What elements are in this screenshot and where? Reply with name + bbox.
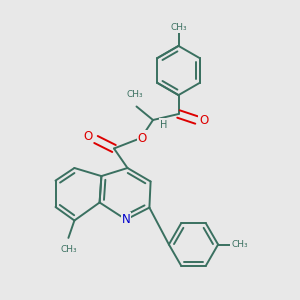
Text: CH₃: CH₃ <box>170 22 187 32</box>
Text: O: O <box>83 130 92 143</box>
Text: CH₃: CH₃ <box>231 240 248 249</box>
Text: CH₃: CH₃ <box>127 90 143 99</box>
Text: O: O <box>200 113 208 127</box>
Text: H: H <box>160 119 167 130</box>
Text: CH₃: CH₃ <box>60 245 77 254</box>
Text: O: O <box>138 131 147 145</box>
Text: N: N <box>122 213 130 226</box>
